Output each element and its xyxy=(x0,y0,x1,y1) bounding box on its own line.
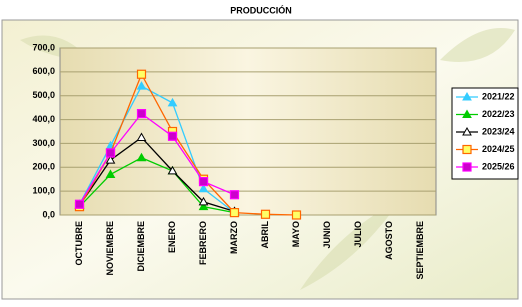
y-tick-label: 500,0 xyxy=(32,90,55,100)
chart-title: PRODUCCIÓN xyxy=(230,4,292,15)
legend-label: 2022/23 xyxy=(482,109,515,119)
x-tick-label: OCTUBRE xyxy=(74,221,84,266)
marker xyxy=(231,209,239,217)
x-tick-label: ABRIL xyxy=(260,221,270,249)
marker xyxy=(293,211,301,219)
marker xyxy=(138,70,146,78)
marker xyxy=(138,110,146,118)
x-tick-label: MARZO xyxy=(229,221,239,254)
x-tick-label: JUNIO xyxy=(322,221,332,249)
x-tick-label: JULIO xyxy=(353,221,363,248)
marker xyxy=(231,191,239,199)
plot-area xyxy=(60,48,436,215)
legend-label: 2021/22 xyxy=(482,91,515,101)
legend-marker xyxy=(463,163,471,171)
x-tick-label: FEBRERO xyxy=(198,221,208,265)
marker xyxy=(169,132,177,140)
marker xyxy=(200,178,208,186)
marker xyxy=(262,210,270,218)
y-tick-label: 700,0 xyxy=(32,42,55,52)
y-tick-label: 600,0 xyxy=(32,66,55,76)
y-tick-label: 0,0 xyxy=(42,209,55,219)
marker xyxy=(76,200,84,208)
legend-marker xyxy=(463,146,471,154)
x-tick-label: NOVIEMBRE xyxy=(105,221,115,276)
y-tick-label: 100,0 xyxy=(32,186,55,196)
x-tick-label: ENERO xyxy=(167,221,177,253)
x-tick-label: AGOSTO xyxy=(384,221,394,260)
legend-label: 2025/26 xyxy=(482,161,515,171)
x-tick-label: DICIEMBRE xyxy=(136,221,146,272)
x-tick-label: SEPTIEMBRE xyxy=(415,221,425,280)
y-tick-label: 200,0 xyxy=(32,162,55,172)
y-tick-label: 400,0 xyxy=(32,114,55,124)
y-tick-label: 300,0 xyxy=(32,138,55,148)
marker xyxy=(107,149,115,157)
chart: PRODUCCIÓN 0,0 100,0 200,0 300,0 400,0 500,0 6… xyxy=(0,0,522,302)
x-tick-label: MAYO xyxy=(291,221,301,247)
legend-label: 2023/24 xyxy=(482,126,515,136)
legend-label: 2024/25 xyxy=(482,144,515,154)
